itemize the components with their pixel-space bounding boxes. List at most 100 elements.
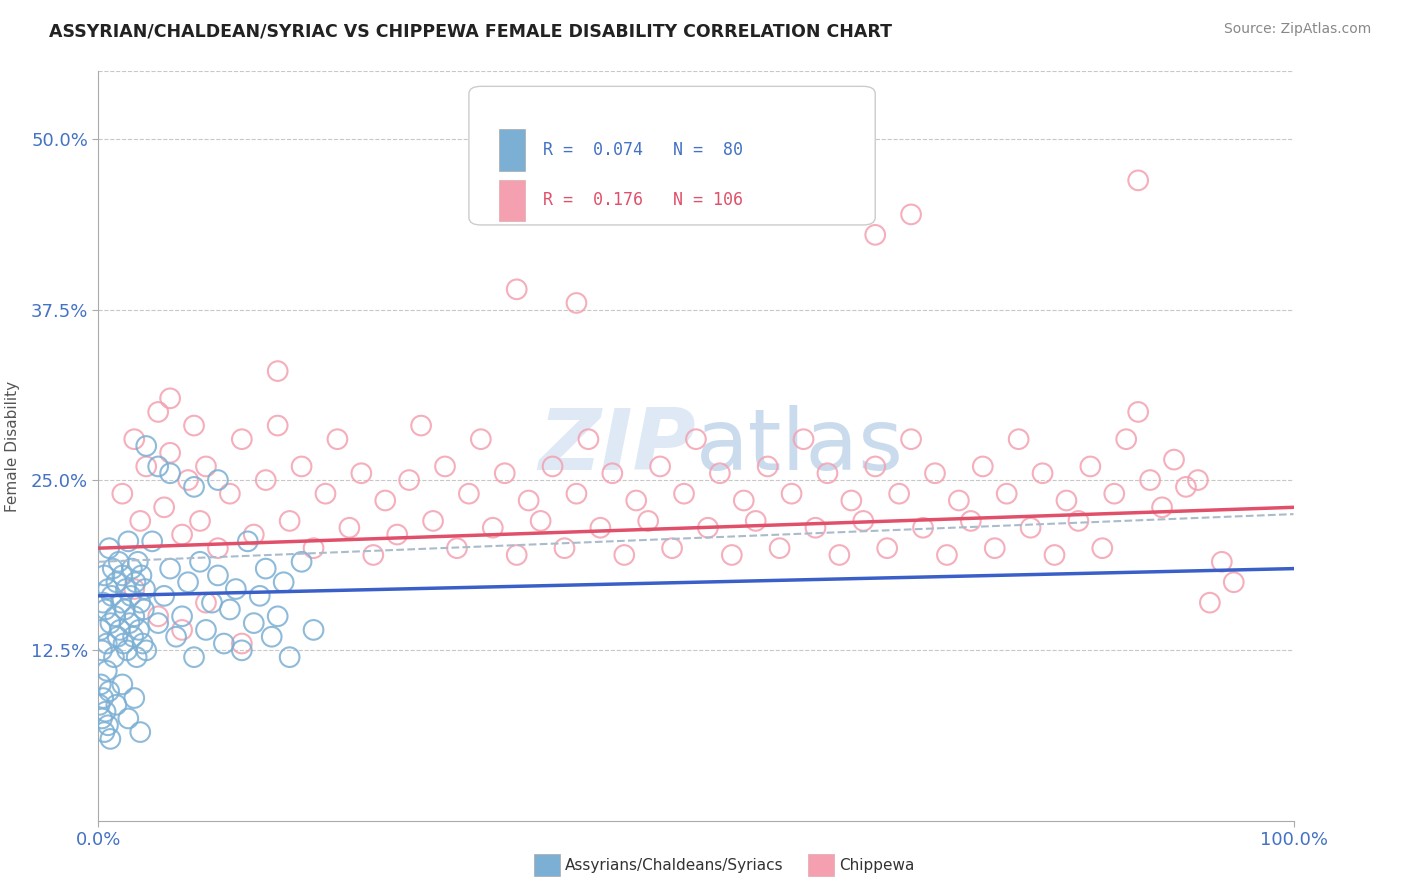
Point [132,602,155,616]
Point [125,650,148,665]
Point [124,582,146,596]
Point [865,227,887,242]
Point [159,467,181,481]
Point [159,561,181,575]
Point [745,514,768,528]
Point [153,589,176,603]
Point [231,636,253,650]
Text: ZIP: ZIP [538,404,696,488]
Point [1008,432,1031,446]
Point [326,432,349,446]
Point [153,500,176,515]
Point [101,561,124,575]
Point [115,582,138,596]
Point [118,616,141,631]
Point [900,432,922,446]
Point [470,432,492,446]
Point [207,568,229,582]
Point [494,467,516,481]
Point [225,582,247,596]
Point [924,467,946,481]
Point [1043,548,1066,562]
Point [201,596,224,610]
Point [129,725,152,739]
Point [117,711,139,725]
Point [1019,521,1042,535]
Point [135,439,157,453]
Point [984,541,1007,556]
Point [129,514,152,528]
Point [159,446,181,460]
Point [1199,596,1222,610]
Point [793,432,815,446]
Point [398,473,420,487]
Point [207,473,229,487]
Point [120,589,142,603]
Point [249,589,271,603]
Point [90,677,112,691]
Point [1175,480,1198,494]
Point [876,541,898,556]
Point [650,459,672,474]
Point [91,691,114,706]
Point [114,602,136,616]
Y-axis label: Female Disability: Female Disability [4,380,20,512]
Point [183,650,205,665]
Point [111,568,134,582]
Point [107,630,129,644]
Point [458,486,481,500]
Point [177,473,200,487]
Point [1139,473,1161,487]
Point [131,568,153,582]
Point [817,467,839,481]
Point [188,555,211,569]
Point [219,602,242,616]
Point [363,548,385,562]
Point [111,486,134,500]
Point [97,718,120,732]
Point [183,480,205,494]
Point [207,541,229,556]
Point [273,575,295,590]
Point [231,432,253,446]
Point [91,711,114,725]
Point [530,514,553,528]
Point [98,616,122,631]
Point [385,527,409,541]
Point [128,623,150,637]
Point [111,677,134,691]
Point [1128,405,1150,419]
Text: R =  0.074   N =  80: R = 0.074 N = 80 [543,141,742,159]
Point [936,548,959,562]
Point [422,514,444,528]
Point [260,630,283,644]
Point [291,459,314,474]
Point [1104,486,1126,500]
Point [124,432,146,446]
Point [506,282,529,296]
Point [626,493,648,508]
Point [96,636,118,650]
Point [254,473,277,487]
Point [1056,493,1078,508]
Point [124,575,146,590]
Point [243,527,266,541]
Point [195,596,218,610]
Point [159,392,181,406]
Point [637,514,659,528]
Point [291,555,314,569]
Point [828,548,851,562]
Point [995,486,1018,500]
Point [96,664,118,678]
Point [685,432,707,446]
Point [1163,452,1185,467]
Point [1115,432,1137,446]
Point [900,207,922,221]
Point [1211,555,1233,569]
Point [129,596,152,610]
Point [107,555,129,569]
Point [236,534,259,549]
Point [141,534,163,549]
Text: R =  0.176   N = 106: R = 0.176 N = 106 [543,191,742,210]
Point [115,643,138,657]
